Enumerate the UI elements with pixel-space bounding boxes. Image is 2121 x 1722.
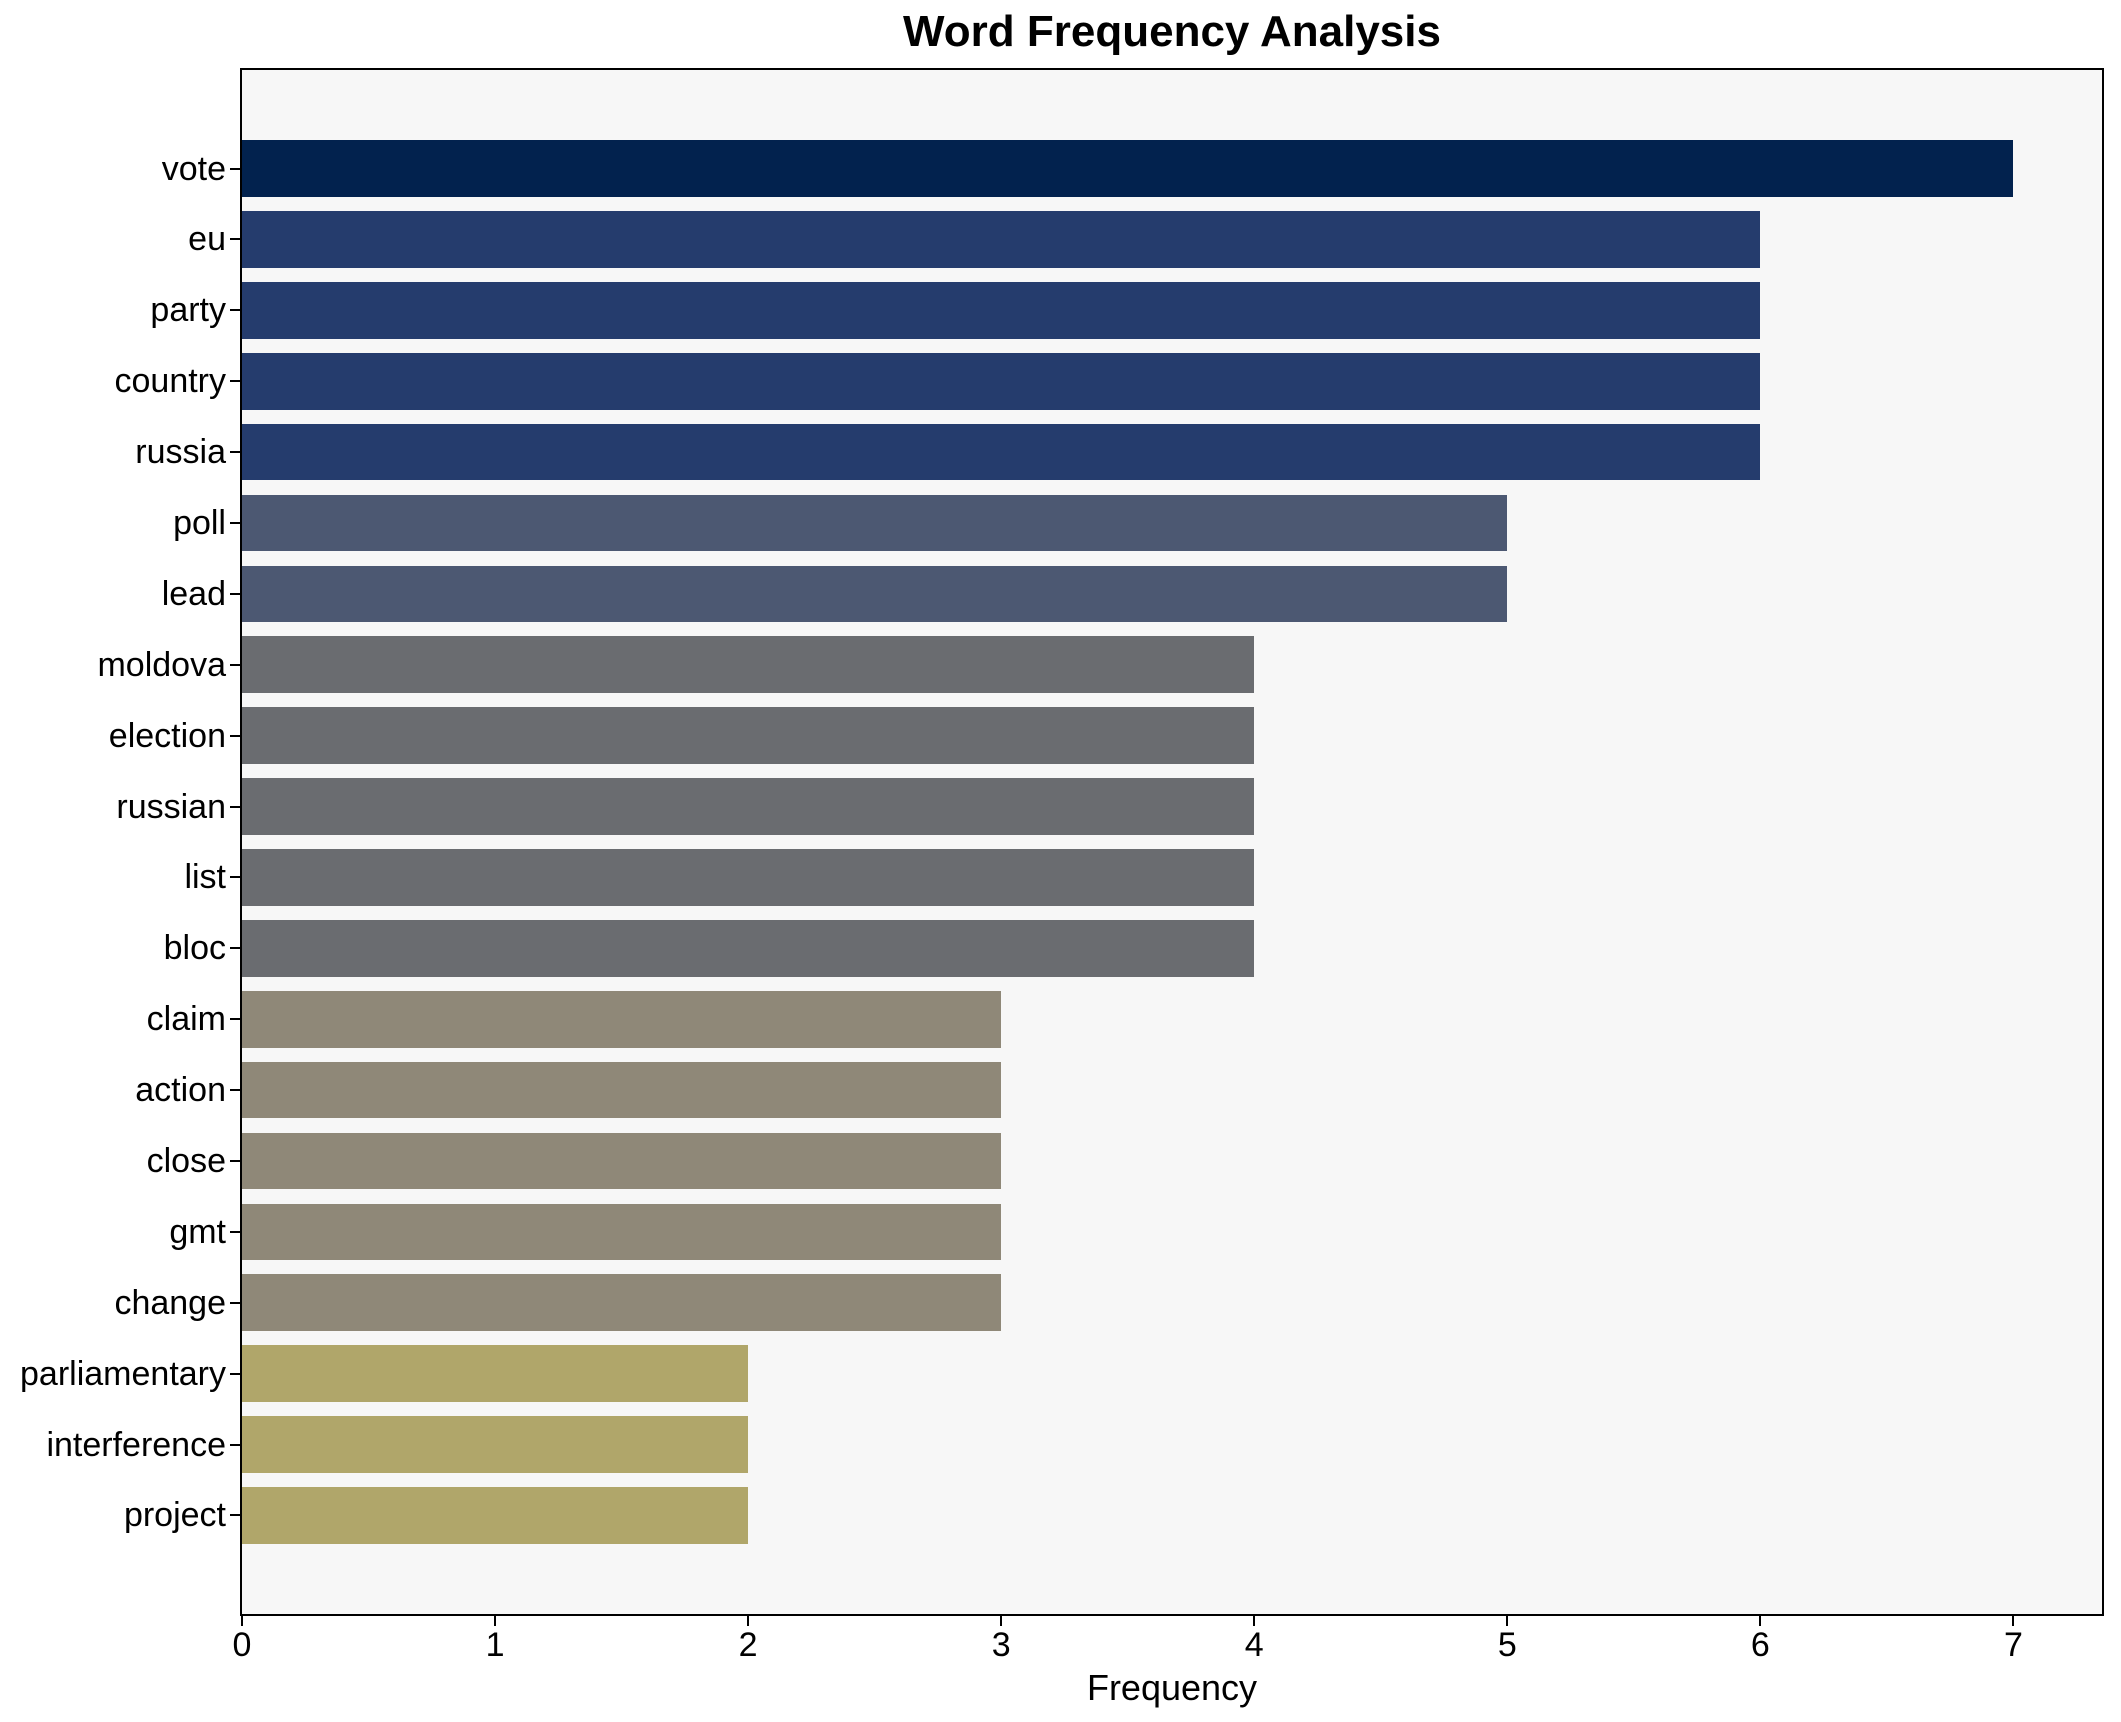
bar-claim — [242, 990, 1002, 1048]
y-tick-label-list: list — [184, 858, 226, 897]
plot-area — [240, 68, 2104, 1616]
right-spine — [2102, 68, 2104, 1616]
bar-bloc — [242, 919, 1255, 977]
y-tick-mark — [230, 1301, 240, 1304]
y-tick-label-election: election — [108, 716, 226, 755]
y-tick-label-poll: poll — [173, 503, 226, 542]
x-tick-mark — [241, 1616, 243, 1626]
chart-title: Word Frequency Analysis — [903, 7, 1441, 56]
y-tick-label-bloc: bloc — [163, 929, 226, 968]
bar-moldova — [242, 636, 1255, 694]
y-tick-mark — [230, 947, 240, 950]
bar-list — [242, 849, 1255, 906]
bar-project — [242, 1487, 749, 1544]
y-tick-label-claim: claim — [146, 1000, 226, 1039]
y-tick-mark — [230, 1443, 240, 1446]
bar-action — [242, 1061, 1002, 1119]
y-tick-label-party: party — [150, 291, 226, 330]
x-tick-label-5: 5 — [1497, 1626, 1517, 1664]
left-spine — [240, 68, 242, 1616]
bar-russia — [242, 423, 1761, 481]
y-tick-mark — [230, 1230, 240, 1233]
bar-parliamentary — [242, 1345, 749, 1403]
y-tick-mark — [230, 521, 240, 524]
x-tick-label-2: 2 — [738, 1626, 758, 1664]
x-tick-label-1: 1 — [485, 1626, 505, 1664]
top-spine — [240, 68, 2104, 70]
y-tick-mark — [230, 380, 240, 383]
bar-poll — [242, 494, 1508, 552]
y-tick-mark — [230, 167, 240, 170]
bar-russian — [242, 778, 1255, 835]
y-tick-label-gmt: gmt — [169, 1212, 226, 1251]
x-tick-mark — [747, 1616, 750, 1626]
x-tick-mark — [1000, 1616, 1003, 1626]
y-tick-mark — [230, 1089, 240, 1092]
y-tick-mark — [230, 805, 240, 808]
y-tick-label-moldova: moldova — [97, 645, 226, 684]
bar-eu — [242, 211, 1761, 268]
y-tick-label-project: project — [123, 1496, 226, 1535]
x-tick-mark — [2012, 1616, 2015, 1626]
x-tick-label-0: 0 — [232, 1626, 252, 1664]
x-tick-label-6: 6 — [1750, 1626, 1770, 1664]
y-tick-mark — [230, 734, 240, 737]
bar-interference — [242, 1416, 749, 1473]
y-tick-mark — [230, 876, 240, 879]
y-tick-mark — [230, 309, 240, 312]
bottom-spine — [240, 1614, 2104, 1616]
y-tick-label-vote: vote — [161, 149, 226, 188]
y-tick-label-parliamentary: parliamentary — [20, 1354, 226, 1393]
y-tick-mark — [230, 451, 240, 454]
bar-vote — [242, 140, 2014, 197]
x-axis-label: Frequency — [1086, 1667, 1258, 1708]
y-tick-label-interference: interference — [46, 1425, 226, 1464]
y-tick-mark — [230, 1018, 240, 1021]
x-tick-mark — [494, 1616, 497, 1626]
bar-election — [242, 707, 1255, 764]
bar-close — [242, 1132, 1002, 1190]
bar-party — [242, 281, 1761, 339]
y-tick-label-russian: russian — [116, 787, 226, 826]
y-tick-mark — [230, 663, 240, 666]
x-tick-label-7: 7 — [2003, 1626, 2023, 1664]
bar-lead — [242, 565, 1508, 623]
y-tick-label-change: change — [114, 1283, 226, 1322]
bar-country — [242, 352, 1761, 410]
x-tick-label-4: 4 — [1244, 1626, 1264, 1664]
y-tick-label-country: country — [114, 362, 227, 401]
y-tick-mark — [230, 592, 240, 595]
x-tick-mark — [1759, 1616, 1762, 1626]
y-tick-label-close: close — [146, 1142, 226, 1180]
x-tick-mark — [1253, 1616, 1256, 1626]
bar-gmt — [242, 1203, 1002, 1261]
x-tick-mark — [1506, 1616, 1509, 1626]
y-tick-mark — [230, 238, 240, 241]
y-tick-label-eu: eu — [188, 220, 226, 259]
y-tick-mark — [230, 1372, 240, 1375]
y-tick-mark — [230, 1514, 240, 1517]
x-tick-label-3: 3 — [991, 1626, 1011, 1664]
y-tick-label-lead: lead — [161, 574, 226, 613]
bar-change — [242, 1274, 1002, 1332]
y-tick-label-action: action — [135, 1071, 226, 1110]
y-tick-mark — [230, 1160, 240, 1162]
y-tick-label-russia: russia — [135, 433, 226, 472]
